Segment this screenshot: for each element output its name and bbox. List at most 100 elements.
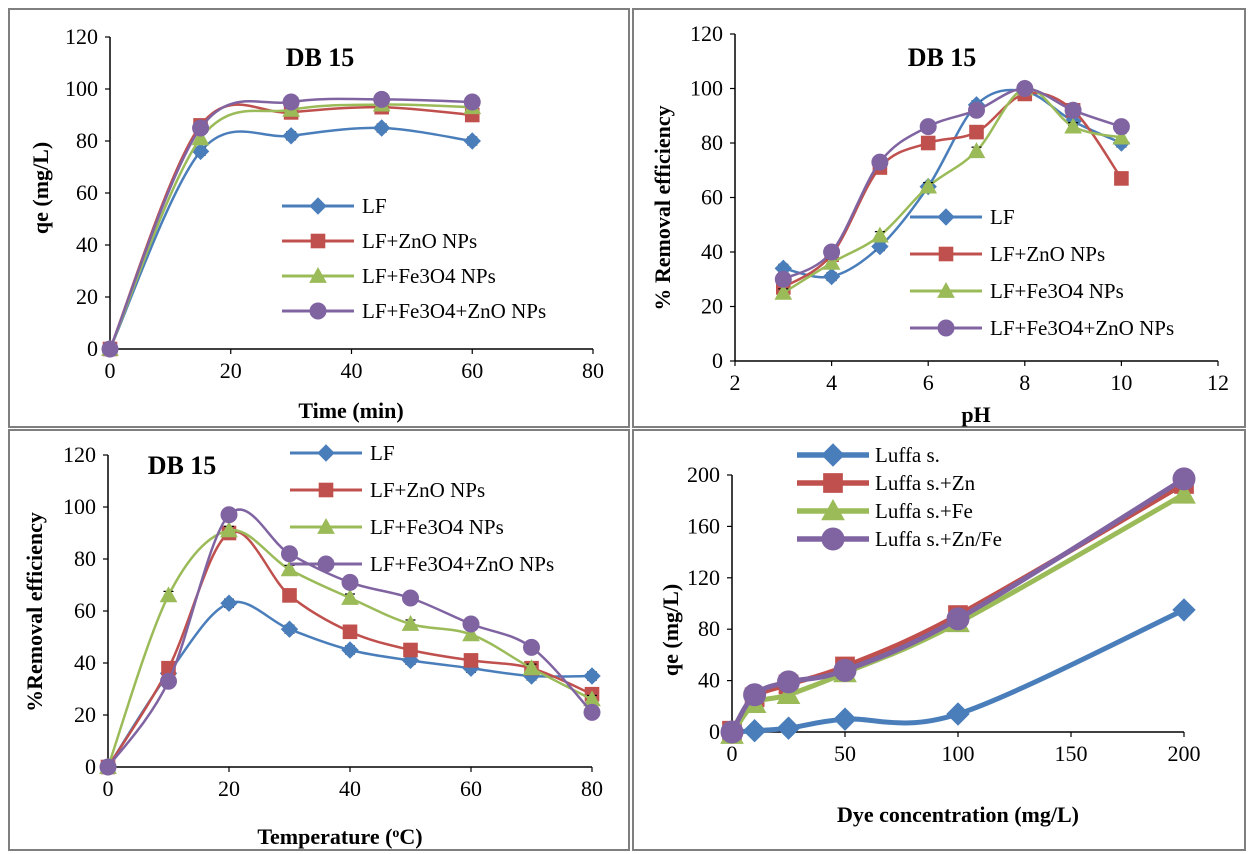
legend-marker — [317, 444, 335, 462]
y-tick-label: 120 — [65, 24, 98, 49]
y-tick-label: 200 — [687, 462, 720, 487]
data-point — [220, 521, 238, 538]
x-axis-title: Temperature (oC) — [257, 824, 422, 849]
data-point — [946, 702, 970, 726]
legend-label: Luffa s.+Fe — [875, 499, 973, 523]
data-point — [822, 253, 841, 270]
axes: 0 40 80 120 160 200 0 50 100 150 200 — [687, 462, 1201, 766]
dye-concentration-chart: Dye concentration (mg/L) qe (mg/L) 0 40 80… — [658, 443, 1201, 827]
y-axis-title: qe (mg/L) — [658, 584, 683, 676]
chart-title: DB 15 — [148, 451, 217, 480]
legend: LF LF+ZnO NPs LF+Fe3O4 NPs LF+Fe3O4+ZnO NPs — [910, 205, 1174, 340]
data-point — [463, 132, 481, 150]
legend-marker — [823, 473, 843, 493]
chart-title: DB 15 — [286, 43, 355, 72]
data-point — [280, 620, 299, 638]
y-tick-label: 0 — [712, 348, 723, 373]
y-tick-label: 80 — [74, 546, 96, 571]
y-tick-label: 60 — [74, 598, 96, 623]
data-point — [1016, 80, 1034, 97]
data-point — [191, 142, 210, 161]
series-lf-fe3o4-nps — [774, 79, 1131, 300]
data-point — [743, 683, 767, 707]
series-line — [108, 97, 473, 350]
data-point — [822, 267, 841, 286]
legend-marker — [937, 319, 955, 337]
x-tick-label: 10 — [1110, 370, 1132, 395]
x-axis-title: pH — [961, 402, 990, 427]
y-tick-label: 80 — [76, 128, 98, 153]
data-point — [101, 340, 119, 358]
x-tick-label: 40 — [339, 776, 361, 801]
data-point — [742, 719, 767, 743]
data-point — [919, 118, 937, 136]
legend-marker — [309, 266, 327, 283]
data-point — [969, 124, 984, 140]
axes: 0 20 40 60 80 100 120 0 20 40 60 80 — [63, 442, 603, 801]
legend: LF LF+ZnO NPs LF+Fe3O4 NPs LF+Fe3O4+ZnO NPs — [290, 441, 554, 576]
legend-marker — [821, 527, 845, 551]
data-point — [220, 506, 238, 524]
x-tick-label: 20 — [220, 358, 242, 383]
data-point — [776, 716, 801, 740]
y-tick-label: 20 — [74, 702, 96, 727]
data-point — [281, 545, 298, 563]
data-point — [462, 625, 480, 642]
y-tick-label: 0 — [87, 336, 98, 361]
x-tick-label: 0 — [105, 358, 116, 383]
data-point — [833, 707, 857, 731]
x-axis-title: Dye concentration (mg/L) — [837, 802, 1079, 827]
data-point — [777, 670, 800, 694]
data-point — [1064, 117, 1082, 134]
data-point — [99, 758, 117, 776]
data-point — [946, 607, 970, 631]
x-tick-label: 200 — [1168, 741, 1201, 766]
data-point — [342, 624, 358, 640]
data-point — [282, 588, 297, 603]
x-tick-label: 80 — [581, 776, 603, 801]
legend-marker — [938, 246, 954, 262]
y-axis-title: % Removal efficiency — [650, 105, 675, 310]
legend-marker — [821, 443, 845, 467]
x-tick-label: 50 — [834, 741, 856, 766]
data-point — [463, 93, 481, 111]
y-tick-label: 80 — [701, 130, 723, 155]
y-tick-label: 120 — [690, 21, 723, 46]
data-point — [833, 658, 857, 682]
legend-marker — [317, 555, 335, 573]
data-point — [341, 641, 359, 659]
x-tick-label: 20 — [218, 776, 240, 801]
axes: 0 20 40 60 80 100 120 0 20 40 60 80 — [65, 24, 604, 383]
y-axis-title: qe (mg/L) — [28, 142, 53, 234]
data-point — [282, 93, 300, 111]
legend-label: LF+Fe3O4+ZnO NPs — [990, 316, 1174, 340]
series-lf — [101, 119, 481, 358]
data-point — [823, 243, 841, 261]
ph-effect-chart: DB 15 pH % Removal efficiency 0 20 40 60 80 1… — [650, 21, 1229, 427]
data-point — [192, 119, 210, 137]
series-line — [782, 87, 1122, 294]
legend-label: LF+ZnO NPs — [362, 229, 477, 253]
x-tick-label: 60 — [460, 776, 482, 801]
legend-label: LF+Fe3O4 NPs — [362, 264, 496, 288]
legend-label: LF+ZnO NPs — [370, 478, 485, 502]
y-tick-label: 20 — [76, 284, 98, 309]
data-point — [401, 614, 420, 631]
x-tick-label: 8 — [1019, 370, 1030, 395]
data-point — [871, 153, 889, 171]
series-line — [108, 126, 473, 350]
data-point — [280, 560, 299, 577]
data-point — [191, 129, 210, 146]
legend-label: LF+Fe3O4+ZnO NPs — [362, 299, 546, 323]
data-point — [583, 667, 601, 685]
legend: Luffa s. Luffa s.+Zn Luffa s.+Fe Luffa s.+Z… — [797, 443, 1002, 551]
data-point — [720, 720, 744, 744]
legend-marker — [318, 482, 334, 498]
data-point — [522, 659, 541, 676]
x-tick-label: 150 — [1055, 741, 1088, 766]
axes: 0 20 40 60 80 100 120 2 4 6 8 10 12 — [690, 21, 1229, 395]
legend-marker — [309, 302, 327, 320]
data-point — [341, 573, 359, 591]
data-point — [403, 642, 418, 658]
